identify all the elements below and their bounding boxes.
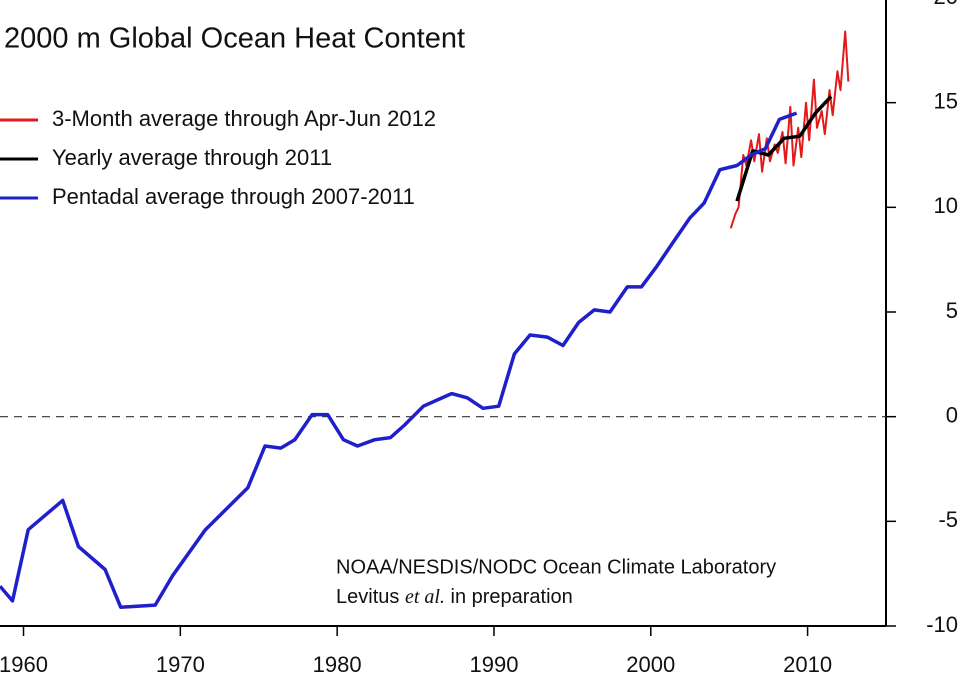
annotation: NOAA/NESDIS/NODC Ocean Climate Laborator…: [336, 556, 776, 578]
y-tick-label: -5: [938, 507, 958, 532]
x-tick-label: 1990: [469, 652, 518, 677]
x-tick-label: 1960: [0, 652, 48, 677]
y-tick-label: 0: [946, 402, 958, 427]
y-tick-label: 10: [934, 193, 958, 218]
series-line: [735, 95, 833, 202]
y-tick-label: -10: [926, 612, 958, 637]
y-tick-label: 15: [934, 88, 958, 113]
series-line: [0, 111, 798, 609]
chart-title: 2000 m Global Ocean Heat Content: [4, 23, 465, 55]
annotation-part: Levitus: [336, 586, 399, 608]
x-tick-label: 2000: [626, 652, 675, 677]
legend-label: 3-Month average through Apr-Jun 2012: [52, 106, 436, 131]
x-tick-label: 1980: [313, 652, 362, 677]
legend-label: Yearly average through 2011: [52, 145, 332, 170]
legend-label: Pentadal average through 2007-2011: [52, 184, 415, 209]
series-line: [729, 30, 850, 229]
x-tick-label: 2010: [783, 652, 832, 677]
annotation-part: in preparation: [451, 586, 573, 608]
x-tick-label: 1970: [156, 652, 205, 677]
annotation: Levitus et al. in preparation: [336, 586, 573, 609]
y-tick-label: 20: [934, 0, 958, 9]
annotation-part: et al.: [405, 586, 445, 608]
y-tick-label: 5: [946, 298, 958, 323]
